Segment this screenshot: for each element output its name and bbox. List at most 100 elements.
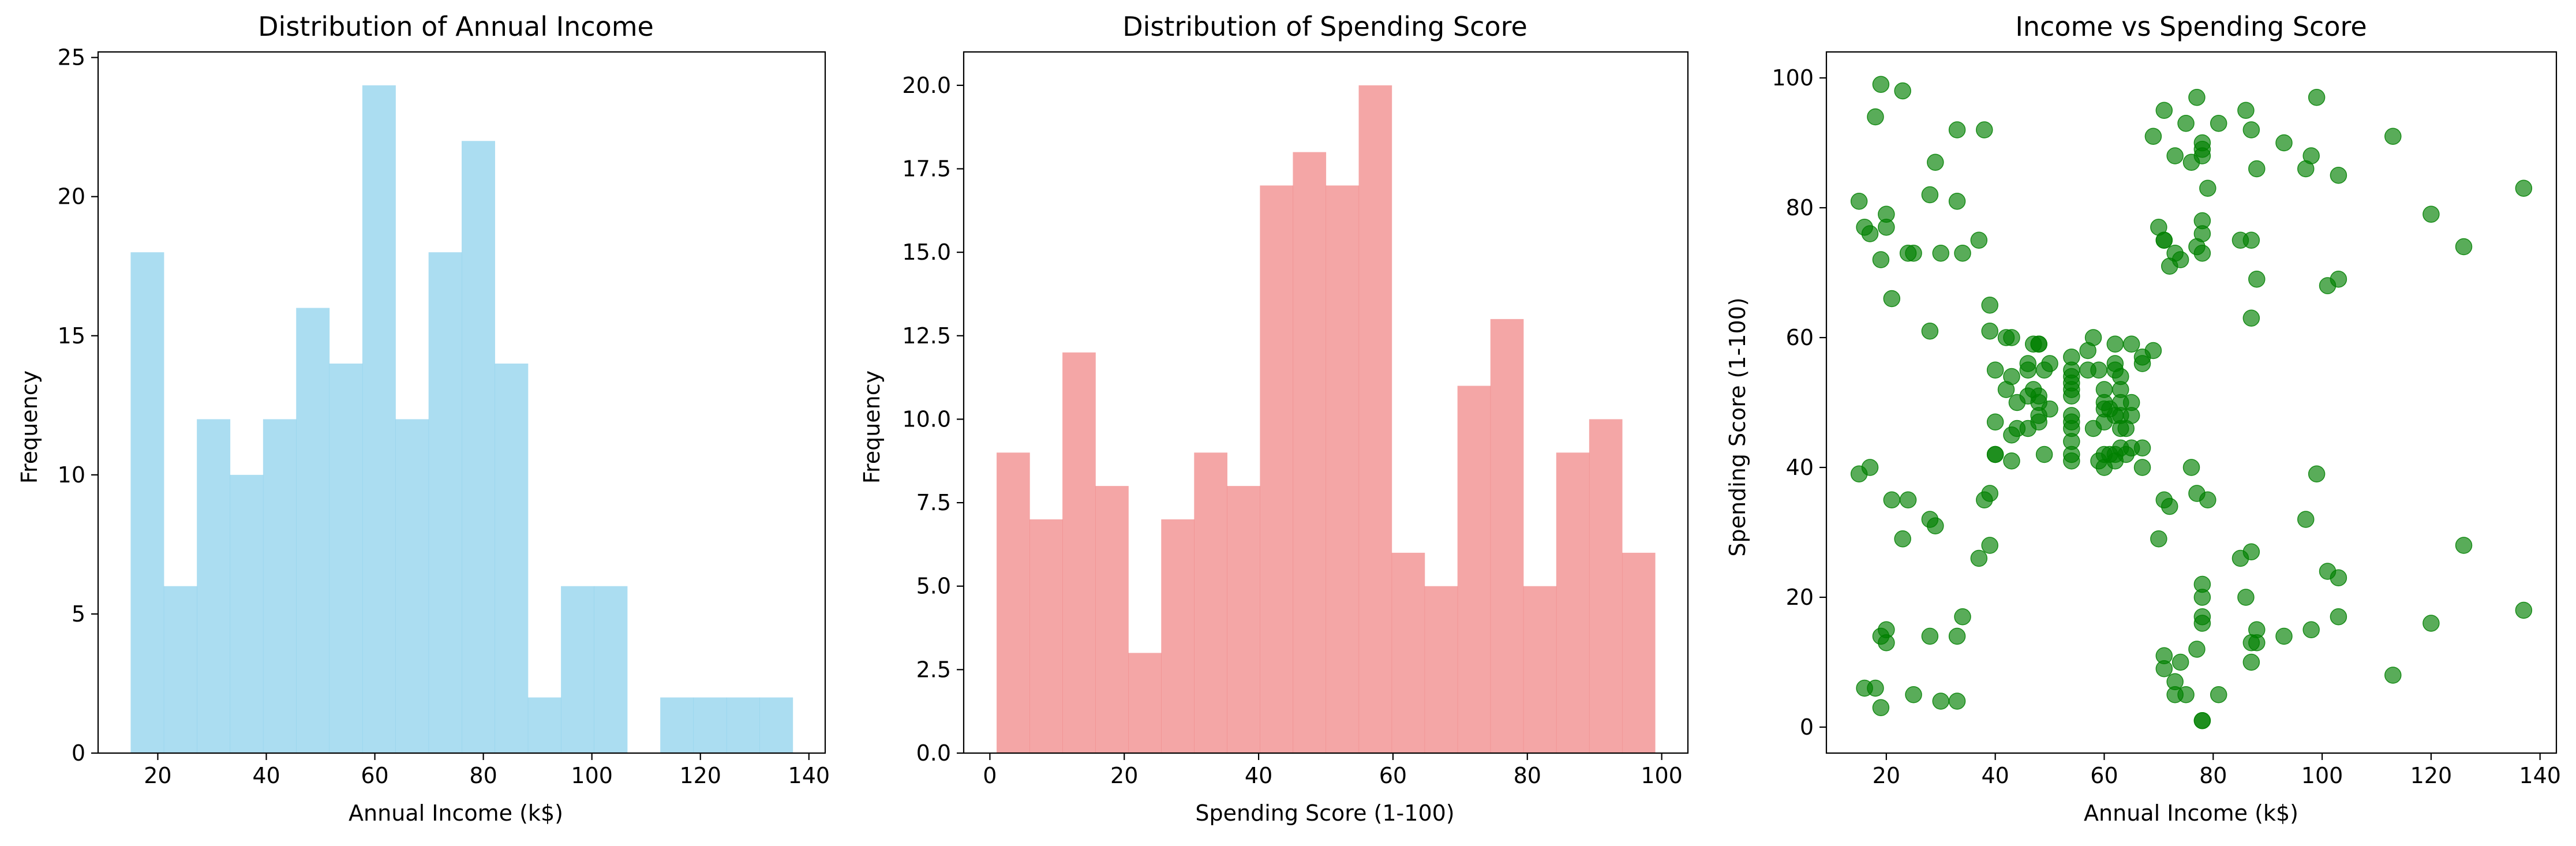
scatter-point — [1981, 485, 1998, 502]
scatter-point — [2084, 329, 2102, 346]
scatter-point — [2030, 335, 2047, 353]
scatter-point — [1986, 413, 2004, 431]
income-histogram-ytick-label: 5 — [72, 601, 85, 627]
scatter-point — [1976, 121, 1993, 138]
scatter-point — [1927, 154, 1944, 171]
income-histogram-ylabel: Frequency — [17, 370, 42, 484]
spending-histogram-bar — [1622, 552, 1656, 753]
spending-histogram-bar — [1490, 319, 1524, 753]
scatter-point — [2144, 342, 2162, 360]
scatter-point — [1894, 82, 1911, 100]
scatter-point — [2090, 361, 2107, 379]
scatter-point — [2155, 660, 2173, 677]
scatter-point — [2133, 459, 2151, 476]
scatter-point — [2423, 205, 2440, 223]
income-histogram-ytick-label: 25 — [58, 45, 85, 70]
scatter-xtick-label: 120 — [2410, 763, 2453, 788]
scatter-point — [1905, 686, 1922, 703]
scatter-point — [2133, 439, 2151, 456]
scatter-xtick-label: 40 — [1981, 763, 2009, 788]
scatter-point — [2188, 641, 2206, 658]
spending-histogram-bar — [997, 452, 1030, 753]
scatter-point — [2193, 245, 2211, 262]
scatter-point — [2171, 251, 2189, 268]
scatter-point — [2455, 238, 2473, 256]
income-histogram-xtick-label: 120 — [679, 763, 721, 788]
scatter-point — [1927, 517, 1944, 534]
scatter-point — [1872, 699, 1890, 716]
spending-histogram-bar — [1161, 519, 1195, 753]
scatter-point — [2242, 653, 2260, 671]
scatter-point — [1932, 245, 1949, 262]
spending-histogram-ytick-label: 17.5 — [902, 156, 951, 182]
scatter-ytick-label: 20 — [1786, 585, 1814, 610]
income-histogram-xticks: 20 40 60 80 100 120 140 — [144, 753, 830, 788]
scatter-point — [2188, 89, 2206, 106]
spending-histogram-ytick-label: 20.0 — [902, 73, 951, 98]
spending-histogram-bar — [1095, 486, 1129, 753]
scatter-point — [2166, 673, 2184, 690]
scatter-xlabel: Annual Income (k$) — [2084, 800, 2298, 826]
scatter-xtick-label: 60 — [2090, 763, 2118, 788]
scatter-ytick-label: 100 — [1772, 65, 1814, 91]
income-histogram-bar — [130, 252, 164, 754]
income-histogram-panel: Distribution of Annual Income Annual Inc… — [17, 11, 830, 826]
scatter-point — [2182, 459, 2200, 476]
scatter-point — [2041, 400, 2058, 418]
spending-histogram-bar — [1194, 452, 1227, 753]
spending-histogram-bar — [1293, 152, 1327, 754]
scatter-ytick-label: 0 — [1800, 714, 1814, 740]
income-histogram-bar — [329, 364, 363, 753]
spending-histogram-bar — [1589, 419, 1623, 753]
scatter-point — [2166, 147, 2184, 164]
scatter-yticks: 0 20 40 60 80 100 — [1772, 65, 1826, 740]
scatter-point — [2237, 589, 2255, 606]
scatter-point — [2330, 271, 2347, 288]
scatter-xtick-label: 80 — [2199, 763, 2227, 788]
scatter-point — [2150, 530, 2167, 548]
scatter-point — [1970, 231, 1988, 249]
scatter-point — [2193, 589, 2211, 606]
income-histogram-marks — [130, 85, 793, 754]
scatter-point — [1883, 491, 1901, 508]
income-vs-spending-scatter-panel: Income vs Spending Score Annual Income (… — [1725, 11, 2561, 826]
scatter-axes-frame — [1825, 51, 2558, 754]
scatter-point — [2193, 212, 2211, 230]
scatter-point — [1954, 608, 1971, 626]
scatter-point — [2193, 615, 2211, 632]
scatter-point — [1948, 627, 1966, 645]
scatter-point — [1954, 245, 1971, 262]
spending-histogram-bar — [1556, 452, 1590, 753]
scatter-point — [2199, 179, 2216, 197]
scatter-point — [1932, 692, 1949, 710]
scatter-title: Income vs Spending Score — [2015, 11, 2367, 42]
scatter-point — [2155, 231, 2173, 249]
spending-histogram-ytick-label: 2.5 — [916, 657, 951, 682]
scatter-point — [2242, 231, 2260, 249]
scatter-point — [2193, 712, 2211, 729]
spending-histogram-yticks: 0.0 2.5 5.0 7.5 10.0 12.5 15.0 17.5 20.0 — [902, 73, 964, 766]
scatter-point — [1861, 225, 1879, 242]
income-histogram-xtick-label: 80 — [469, 763, 497, 788]
scatter-point — [2515, 179, 2533, 197]
scatter-marks — [1850, 76, 2533, 729]
scatter-point — [2210, 686, 2227, 703]
income-histogram-xtick-label: 60 — [361, 763, 388, 788]
scatter-xticks: 20 40 60 80 100 120 140 — [1873, 753, 2561, 788]
scatter-point — [1878, 205, 1895, 223]
scatter-point — [2144, 128, 2162, 145]
scatter-ytick-label: 60 — [1786, 325, 1814, 350]
scatter-point — [1948, 193, 1966, 210]
income-histogram-bar — [197, 419, 231, 753]
spending-histogram-bar — [1128, 653, 1162, 753]
scatter-xtick-label: 100 — [2301, 763, 2343, 788]
spending-histogram-ytick-label: 12.5 — [902, 323, 951, 349]
scatter-point — [2106, 335, 2124, 353]
scatter-point — [1861, 459, 1879, 476]
income-histogram-title: Distribution of Annual Income — [258, 11, 654, 42]
spending-histogram-bar — [1326, 185, 1360, 753]
income-histogram-bar — [660, 697, 694, 753]
income-histogram-xtick-label: 20 — [144, 763, 171, 788]
scatter-point — [2210, 115, 2227, 132]
